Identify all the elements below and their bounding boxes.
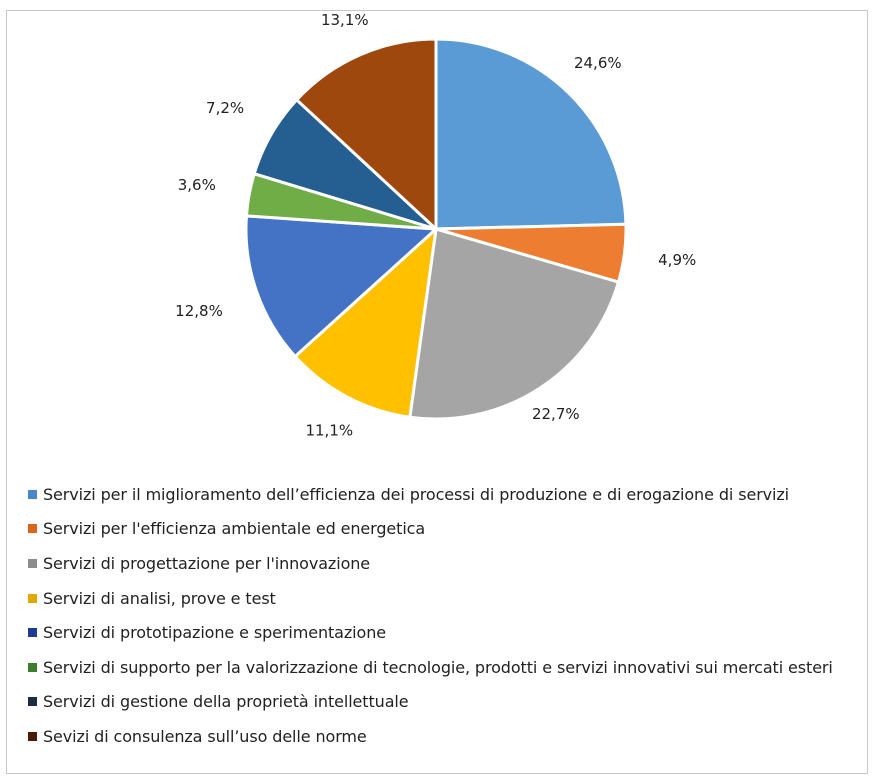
- legend-item: Servizi per l'efficienza ambientale ed e…: [28, 512, 833, 547]
- slice-value-label: 13,1%: [321, 11, 369, 29]
- slice-value-label: 22,7%: [532, 405, 580, 423]
- legend-swatch: [28, 489, 37, 499]
- legend-label: Servizi per l'efficienza ambientale ed e…: [43, 519, 426, 539]
- legend-swatch: [28, 593, 37, 603]
- legend-item: Servizi di progettazione per l'innovazio…: [28, 546, 833, 581]
- legend: Servizi per il miglioramento dell’effici…: [28, 477, 833, 754]
- legend-label: Servizi per il miglioramento dell’effici…: [43, 484, 790, 504]
- legend-label: Servizi di gestione della proprietà inte…: [43, 692, 409, 712]
- slice-value-label: 4,9%: [658, 251, 696, 269]
- pie-slice: [244, 214, 438, 358]
- legend-item: Sevizi di consulenza sull’uso delle norm…: [28, 719, 833, 754]
- pie-slices: [244, 37, 628, 421]
- legend-swatch: [28, 558, 37, 568]
- legend-item: Servizi di gestione della proprietà inte…: [28, 685, 833, 720]
- slice-value-label: 7,2%: [206, 99, 244, 117]
- slice-value-label: 24,6%: [574, 54, 622, 72]
- pie-slice: [293, 227, 438, 419]
- legend-item: Servizi di analisi, prove e test: [28, 581, 833, 616]
- legend-item: Servizi di supporto per la valorizzazion…: [28, 650, 833, 685]
- legend-item: Servizi per il miglioramento dell’effici…: [28, 477, 833, 512]
- pie-slice: [408, 227, 620, 421]
- slice-value-label: 12,8%: [175, 302, 223, 320]
- pie-slice: [295, 37, 438, 231]
- legend-swatch: [28, 731, 37, 741]
- legend-swatch: [28, 628, 37, 638]
- slice-value-label: 3,6%: [178, 176, 216, 194]
- legend-swatch: [28, 662, 37, 672]
- pie-data-labels: 24,6% 4,9% 22,7% 11,1% 12,8% 3,6% 7,2% 13,1%: [175, 11, 696, 440]
- legend-swatch: [28, 524, 37, 534]
- legend-label: Sevizi di consulenza sull’uso delle norm…: [43, 726, 367, 746]
- legend-label: Servizi di prototipazione e sperimentazi…: [43, 623, 386, 643]
- pie-slice: [434, 37, 628, 231]
- legend-swatch: [28, 697, 37, 707]
- pie-chart: 24,6% 4,9% 22,7% 11,1% 12,8% 3,6% 7,2% 13,1%: [175, 11, 696, 440]
- legend-item: Servizi di prototipazione e sperimentazi…: [28, 615, 833, 650]
- legend-label: Servizi di progettazione per l'innovazio…: [43, 553, 371, 573]
- legend-label: Servizi di supporto per la valorizzazion…: [43, 657, 833, 677]
- legend-label: Servizi di analisi, prove e test: [43, 588, 276, 608]
- slice-value-label: 11,1%: [305, 422, 353, 440]
